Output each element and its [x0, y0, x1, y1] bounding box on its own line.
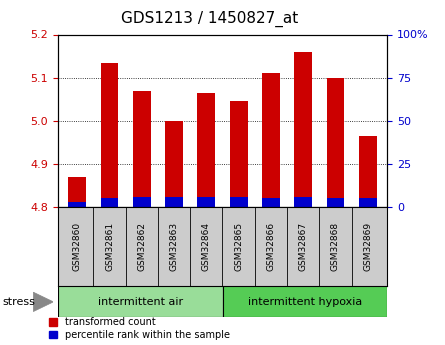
Bar	[327, 78, 344, 207]
Bar	[133, 90, 151, 207]
Text: GSM32861: GSM32861	[105, 222, 114, 271]
Bar	[359, 136, 376, 207]
Bar	[262, 198, 280, 207]
Bar	[198, 197, 215, 207]
Bar	[294, 52, 312, 207]
Text: GSM32860: GSM32860	[73, 222, 82, 271]
Text: intermittent air: intermittent air	[97, 297, 183, 307]
Bar	[198, 93, 215, 207]
Legend: transformed count, percentile rank within the sample: transformed count, percentile rank withi…	[49, 317, 230, 340]
Bar	[69, 177, 86, 207]
Text: GSM32864: GSM32864	[202, 222, 211, 271]
Bar	[294, 197, 312, 207]
Bar	[165, 197, 183, 207]
Text: stress: stress	[2, 297, 35, 307]
Text: GSM32868: GSM32868	[331, 222, 340, 271]
Bar	[222, 286, 387, 317]
Bar	[165, 121, 183, 207]
Bar	[133, 197, 151, 207]
Text: GDS1213 / 1450827_at: GDS1213 / 1450827_at	[121, 10, 298, 27]
Bar	[101, 62, 118, 207]
Polygon shape	[33, 292, 53, 312]
Bar	[58, 286, 222, 317]
Text: GSM32869: GSM32869	[363, 222, 372, 271]
Text: GSM32862: GSM32862	[138, 222, 146, 271]
Bar	[230, 101, 247, 207]
Text: GSM32863: GSM32863	[170, 222, 178, 271]
Bar	[327, 198, 344, 207]
Text: GSM32867: GSM32867	[299, 222, 307, 271]
Text: intermittent hypoxia: intermittent hypoxia	[248, 297, 362, 307]
Bar	[359, 198, 376, 207]
Bar	[101, 198, 118, 207]
Bar	[230, 197, 247, 207]
Text: GSM32866: GSM32866	[267, 222, 275, 271]
Bar	[69, 202, 86, 207]
Bar	[262, 73, 280, 207]
Text: GSM32865: GSM32865	[234, 222, 243, 271]
